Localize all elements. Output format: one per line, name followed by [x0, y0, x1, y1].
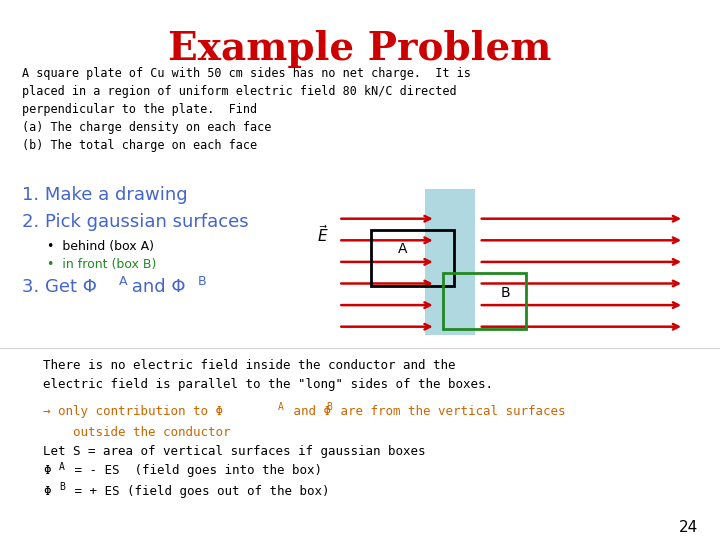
Text: 2. Pick gaussian surfaces: 2. Pick gaussian surfaces	[22, 213, 248, 231]
Bar	[425, 189, 475, 335]
Text: = + ES (field goes out of the box): = + ES (field goes out of the box)	[67, 485, 330, 498]
Text: •  in front (box B): • in front (box B)	[47, 258, 156, 271]
Bar	[371, 230, 454, 286]
Text: = - ES  (field goes into the box): = - ES (field goes into the box)	[67, 464, 322, 477]
Text: A: A	[59, 462, 65, 472]
Text: A: A	[119, 275, 127, 288]
Text: are from the vertical surfaces: are from the vertical surfaces	[333, 405, 565, 418]
Text: Let S = area of vertical surfaces if gaussian boxes: Let S = area of vertical surfaces if gau…	[43, 446, 426, 458]
Text: A: A	[397, 242, 407, 256]
Text: Φ: Φ	[43, 464, 50, 477]
Text: and Φ: and Φ	[286, 405, 331, 418]
Text: and Φ: and Φ	[126, 278, 186, 296]
Text: Example Problem: Example Problem	[168, 30, 552, 68]
Text: A square plate of Cu with 50 cm sides has no net charge.  It is
placed in a regi: A square plate of Cu with 50 cm sides ha…	[22, 68, 470, 152]
Text: outside the conductor: outside the conductor	[43, 426, 230, 438]
Text: B: B	[500, 286, 510, 300]
Text: $\vec{E}$: $\vec{E}$	[317, 225, 328, 245]
Text: → only contribution to Φ: → only contribution to Φ	[43, 405, 223, 418]
Text: Φ: Φ	[43, 485, 50, 498]
Text: B: B	[198, 275, 207, 288]
Text: 3. Get Φ: 3. Get Φ	[22, 278, 96, 296]
Text: B: B	[326, 402, 332, 412]
Text: There is no electric field inside the conductor and the
electric field is parall: There is no electric field inside the co…	[43, 359, 493, 391]
Text: •  behind (box A): • behind (box A)	[47, 240, 154, 253]
Text: 1. Make a drawing: 1. Make a drawing	[22, 186, 187, 204]
Text: B: B	[59, 482, 65, 492]
Text: A: A	[278, 402, 284, 412]
Bar	[443, 273, 526, 329]
Text: 24: 24	[679, 519, 698, 535]
